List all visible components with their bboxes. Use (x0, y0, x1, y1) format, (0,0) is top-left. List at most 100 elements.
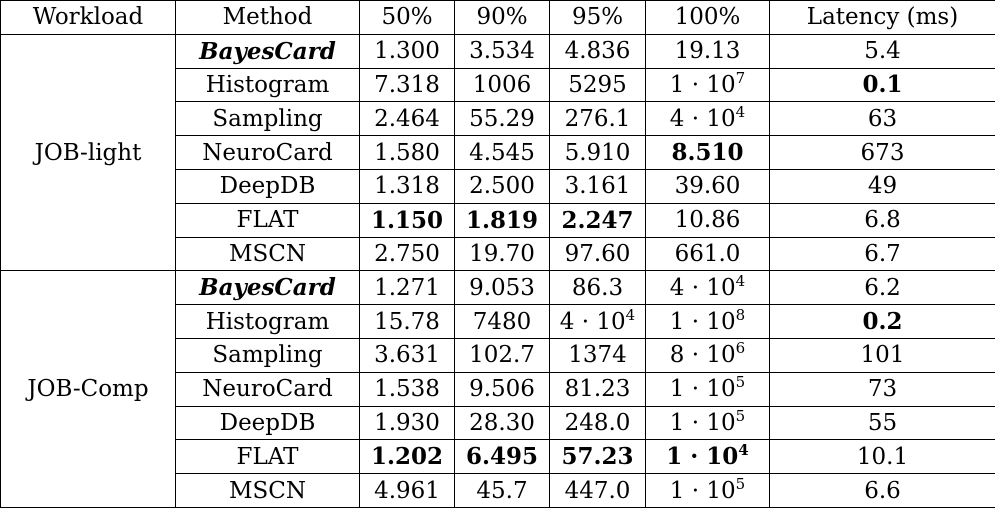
cell-50-percentile: 1.300 (360, 34, 455, 68)
cell-value: 6.2 (864, 275, 901, 301)
cell-value-base: 10.86 (675, 207, 741, 233)
method-cell: DeepDB (176, 406, 360, 440)
cell-50-percentile: 4.961 (360, 474, 455, 508)
workload-cell: JOB-light (1, 34, 176, 271)
cell-50-percentile: 1.580 (360, 136, 455, 170)
cell-value: 6.8 (864, 207, 901, 233)
cell-50-percentile: 1.202 (360, 440, 455, 474)
cell-value-base: 3.534 (469, 38, 535, 64)
cell-value: 661.0 (675, 241, 741, 267)
cell-value: 1.271 (374, 275, 440, 301)
cell-value: 1 · 105 (670, 478, 745, 504)
method-cell: Sampling (176, 338, 360, 372)
cell-value-base: 9.506 (469, 376, 535, 402)
cell-latency: 73 (770, 372, 995, 406)
cell-value-base: 45.7 (476, 478, 527, 504)
cell-90-percentile: 1.819 (455, 203, 550, 237)
cell-100-percentile: 1 · 105 (646, 474, 770, 508)
cell-value-base: 1374 (568, 342, 627, 368)
cell-100-percentile: 4 · 104 (646, 102, 770, 136)
cell-value: 4 · 104 (670, 275, 745, 301)
method-label: Sampling (212, 106, 322, 132)
cell-value: 55 (868, 410, 897, 436)
method-label: MSCN (229, 241, 306, 267)
cell-value: 86.3 (572, 275, 623, 301)
method-label: Histogram (206, 72, 330, 98)
cell-latency: 6.7 (770, 237, 995, 271)
cell-value-base: 447.0 (565, 478, 631, 504)
cell-50-percentile: 1.318 (360, 169, 455, 203)
cell-value-base: 4.545 (469, 140, 535, 166)
cell-value-base: 2.464 (374, 106, 440, 132)
cell-50-percentile: 2.464 (360, 102, 455, 136)
cell-value-exponent: 7 (736, 69, 746, 87)
cell-value: 2.464 (374, 106, 440, 132)
cell-value: 7480 (473, 309, 532, 335)
cell-value: 2.750 (374, 241, 440, 267)
header-row: Workload Method 50% 90% 95% 100% Latency… (1, 1, 995, 35)
cell-value-base: 6.2 (864, 275, 901, 301)
cell-value-base: 4.836 (565, 38, 631, 64)
cell-value-base: 1.202 (371, 443, 443, 470)
cell-90-percentile: 9.506 (455, 372, 550, 406)
cell-100-percentile: 1 · 104 (646, 440, 770, 474)
cell-value-base: 1.300 (374, 38, 440, 64)
cell-value-base: 39.60 (675, 173, 741, 199)
cell-value-base: 5295 (568, 72, 627, 98)
cell-value-exponent: 5 (736, 475, 746, 493)
cell-95-percentile: 4.836 (550, 34, 646, 68)
cell-90-percentile: 1006 (455, 68, 550, 102)
cell-value: 1.819 (466, 207, 538, 234)
cell-value: 81.23 (565, 376, 631, 402)
cell-value: 248.0 (565, 410, 631, 436)
cell-value-base: 55 (868, 410, 897, 436)
cell-value-base: 5.4 (864, 38, 901, 64)
cell-value-base: 55.29 (469, 106, 535, 132)
cell-95-percentile: 86.3 (550, 271, 646, 305)
cell-value-exponent: 8 (736, 306, 746, 324)
cell-value: 15.78 (374, 309, 440, 335)
cell-value: 1.300 (374, 38, 440, 64)
cell-90-percentile: 19.70 (455, 237, 550, 271)
cell-value-exponent: 4 (738, 441, 748, 459)
header-latency: Latency (ms) (770, 1, 995, 35)
cell-50-percentile: 7.318 (360, 68, 455, 102)
cell-value-base: 6.7 (864, 241, 901, 267)
cell-value-base: 1 · 10 (666, 443, 738, 470)
cell-value-exponent: 5 (736, 373, 746, 391)
method-cell: MSCN (176, 237, 360, 271)
cell-95-percentile: 1374 (550, 338, 646, 372)
cell-value-base: 1 · 10 (670, 72, 736, 98)
cell-100-percentile: 19.13 (646, 34, 770, 68)
cell-value-base: 63 (868, 106, 897, 132)
cell-latency: 5.4 (770, 34, 995, 68)
cell-100-percentile: 1 · 107 (646, 68, 770, 102)
method-cell: FLAT (176, 203, 360, 237)
cell-50-percentile: 1.150 (360, 203, 455, 237)
cell-90-percentile: 2.500 (455, 169, 550, 203)
cell-value-base: 0.1 (862, 71, 902, 98)
cell-value-base: 15.78 (374, 309, 440, 335)
cell-100-percentile: 4 · 104 (646, 271, 770, 305)
cell-value: 8.510 (671, 139, 743, 166)
cell-value-base: 8.510 (671, 139, 743, 166)
cell-value: 4.836 (565, 38, 631, 64)
cell-value: 10.86 (675, 207, 741, 233)
cell-value-base: 10.1 (857, 444, 908, 470)
workload-cell: JOB-Comp (1, 271, 176, 508)
cell-95-percentile: 5.910 (550, 136, 646, 170)
method-label: DeepDB (220, 173, 316, 199)
method-label: MSCN (229, 478, 306, 504)
cell-value: 673 (861, 140, 905, 166)
cell-value-exponent: 4 (736, 103, 746, 121)
method-cell: DeepDB (176, 169, 360, 203)
method-label: FLAT (237, 444, 299, 470)
cell-50-percentile: 1.930 (360, 406, 455, 440)
cell-value: 4 · 104 (670, 106, 745, 132)
cell-value: 2.500 (469, 173, 535, 199)
cell-value-base: 0.2 (862, 308, 902, 335)
cell-95-percentile: 2.247 (550, 203, 646, 237)
method-label: NeuroCard (202, 140, 332, 166)
cell-value-base: 28.30 (469, 410, 535, 436)
